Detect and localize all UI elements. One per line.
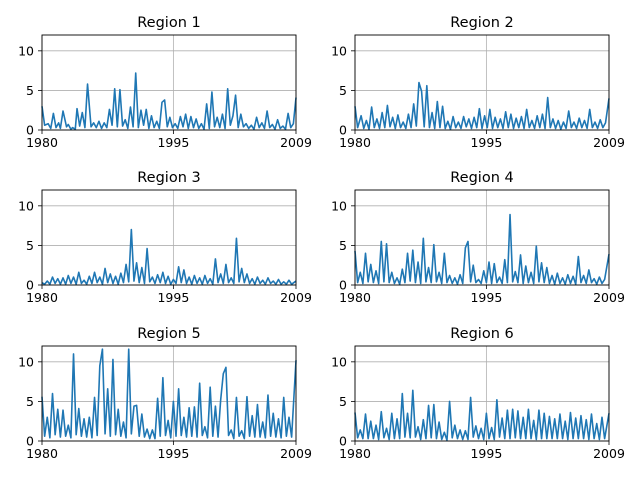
x-tick-label: 1980: [339, 290, 371, 305]
y-tick-label: 10: [18, 198, 34, 213]
axes-frame: [354, 189, 610, 286]
x-tick-label: 2009: [593, 290, 625, 305]
subplot-title: Region 2: [450, 15, 513, 31]
subplot-title: Region 5: [137, 326, 200, 342]
y-tick-label: 10: [331, 43, 347, 58]
subplot-3: 1980 1995 2009 0 5 10 Region 3: [18, 170, 312, 305]
y-tick-label: 5: [339, 394, 347, 409]
subplot-2: 1980 1995 2009 0 5 10 Region 2: [331, 15, 625, 150]
x-tick-label: 1980: [339, 446, 371, 461]
x-tick-label: 1995: [470, 446, 502, 461]
y-tick-label: 10: [331, 354, 347, 369]
axes-frame: [41, 34, 297, 131]
subplot-title: Region 1: [137, 15, 200, 31]
y-tick-label: 0: [26, 278, 34, 293]
axes-frame: [354, 345, 610, 442]
subplot-title: Region 4: [450, 170, 513, 186]
subplot-title: Region 6: [450, 326, 513, 342]
x-tick-label: 1980: [26, 290, 58, 305]
y-tick-label: 5: [26, 83, 34, 98]
x-tick-label: 1995: [157, 135, 189, 150]
x-tick-label: 1980: [26, 135, 58, 150]
y-tick-label: 0: [26, 434, 34, 449]
y-tick-label: 10: [18, 43, 34, 58]
y-tick-label: 10: [18, 354, 34, 369]
x-tick-label: 2009: [593, 446, 625, 461]
x-tick-label: 2009: [593, 135, 625, 150]
x-tick-label: 1995: [157, 290, 189, 305]
x-tick-label: 2009: [280, 446, 312, 461]
x-tick-label: 1980: [26, 446, 58, 461]
axes-frame: [354, 34, 610, 131]
subplot-title: Region 3: [137, 170, 200, 186]
series-line: [354, 213, 610, 286]
series-line: [41, 228, 297, 286]
series-line: [41, 348, 297, 440]
y-tick-label: 5: [26, 238, 34, 253]
subplot-6: 1980 1995 2009 0 5 10 Region 6: [331, 326, 625, 461]
x-tick-label: 2009: [280, 290, 312, 305]
y-tick-label: 0: [26, 123, 34, 138]
series-line: [354, 81, 610, 131]
y-tick-label: 0: [339, 278, 347, 293]
subplot-4: 1980 1995 2009 0 5 10 Region 4: [331, 170, 625, 305]
subplot-5: 1980 1995 2009 0 5 10 Region 5: [18, 326, 312, 461]
x-tick-label: 1995: [470, 290, 502, 305]
y-tick-label: 10: [331, 198, 347, 213]
x-tick-label: 1995: [470, 135, 502, 150]
y-tick-label: 0: [339, 123, 347, 138]
y-tick-label: 5: [339, 83, 347, 98]
subplot-1: 1980 1995 2009 0 5 10 Region 1: [18, 15, 312, 150]
y-tick-label: 5: [339, 238, 347, 253]
series-line: [354, 389, 610, 442]
x-tick-label: 2009: [280, 135, 312, 150]
y-tick-label: 5: [26, 394, 34, 409]
x-tick-label: 1980: [339, 135, 371, 150]
axes-frame: [41, 345, 297, 442]
x-tick-label: 1995: [157, 446, 189, 461]
series-line: [41, 72, 297, 131]
y-tick-label: 0: [339, 434, 347, 449]
axes-frame: [41, 189, 297, 286]
